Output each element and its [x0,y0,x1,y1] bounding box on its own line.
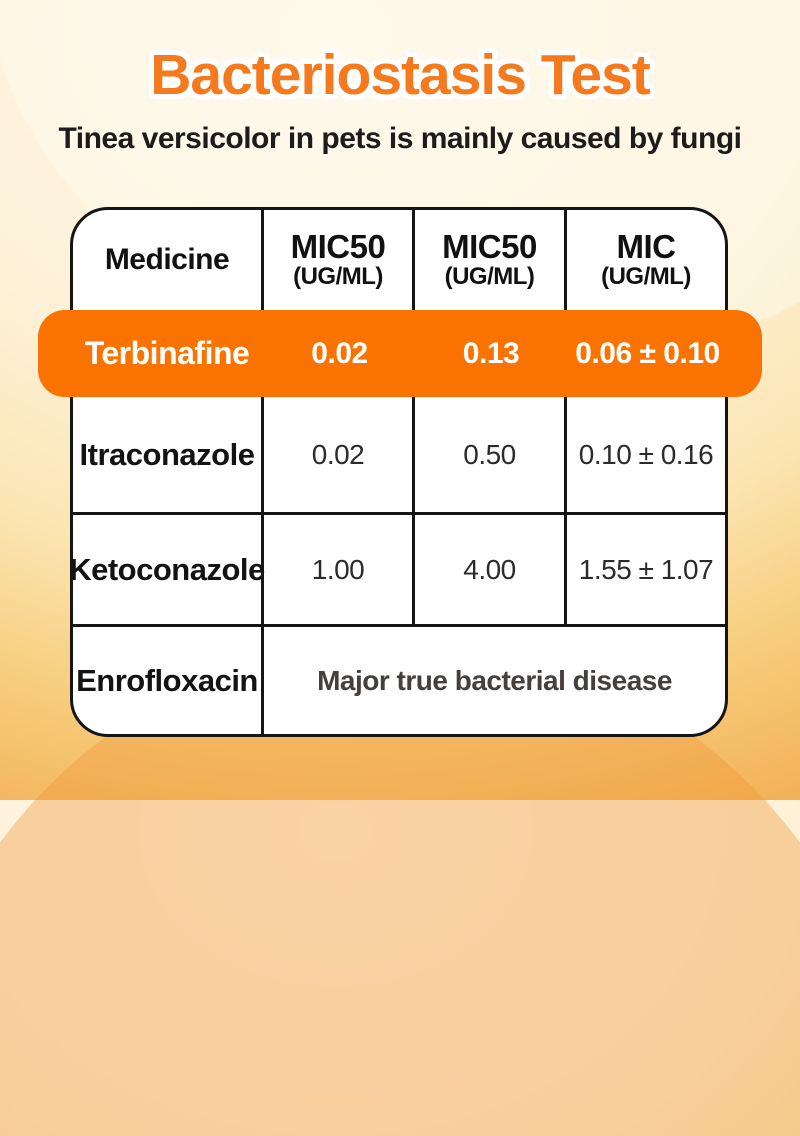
value: 0.50 [463,438,516,470]
header-label: Medicine [104,243,230,277]
header-label: MIC [616,227,677,265]
value-cell: 0.50 [415,397,567,512]
page-title: Bacteriostasis Test [150,43,651,107]
page-subtitle: Tinea versicolor in pets is mainly cause… [58,122,742,155]
medicine-cell: Enrofloxacin [73,624,264,734]
table-row-itraconazole: Itraconazole 0.02 0.50 0.10 ± 0.16 [73,397,725,512]
value: 0.02 [311,336,368,370]
value-cell: 4.00 [415,512,567,624]
value-cell: 0.02 [264,397,415,512]
header-unit: (UG/ML) [444,262,535,290]
value: 0.10 ± 0.16 [578,438,714,470]
header-unit: (UG/ML) [601,262,691,290]
merged-note-cell: Major true bacterial disease [264,624,725,734]
medicine-name: Terbinafine [84,335,250,371]
value-cell: 1.55 ± 1.07 [567,512,725,624]
highlight-value-cell: 0.13 [415,310,567,397]
value: 1.55 ± 1.07 [578,553,714,585]
value-cell: 0.10 ± 0.16 [567,397,725,512]
value: 0.06 ± 0.10 [575,336,720,370]
table-row-enrofloxacin: Enrofloxacin Major true bacterial diseas… [73,624,725,734]
medicine-name: Enrofloxacin [76,662,258,698]
medicine-cell: Ketoconazole [69,512,265,624]
highlight-row-terbinafine: Terbinafine 0.02 0.13 0.06 ± 0.10 [38,310,762,397]
title-block: Bacteriostasis Test Tinea versicolor in … [0,42,800,156]
highlight-medicine-cell: Terbinafine [38,310,264,397]
medicine-name: Itraconazole [79,436,255,472]
header-cell-medicine: Medicine [73,210,264,310]
medicine-cell: Itraconazole [73,397,264,512]
value-cell: 1.00 [264,512,415,624]
header-cell-mic50-b: MIC50 (UG/ML) [415,210,567,310]
header-label: MIC50 [442,227,537,265]
header-cell-mic50-a: MIC50 (UG/ML) [264,210,415,310]
header-cell-mic: MIC (UG/ML) [567,210,725,310]
value: 0.13 [462,336,520,370]
highlight-value-cell: 0.06 ± 0.10 [567,310,762,397]
medicine-name: Ketoconazole [69,551,265,587]
value: 4.00 [463,553,516,585]
header-label: MIC50 [290,227,386,265]
table-row-ketoconazole: Ketoconazole 1.00 4.00 1.55 ± 1.07 [69,512,725,624]
value: 1.00 [311,553,365,585]
header-unit: (UG/ML) [293,262,383,290]
table-header-row: Medicine MIC50 (UG/ML) MIC50 (UG/ML) MIC… [73,210,725,310]
results-table: Medicine MIC50 (UG/ML) MIC50 (UG/ML) MIC… [38,207,762,737]
value: 0.02 [311,438,365,470]
highlight-value-cell: 0.02 [264,310,415,397]
